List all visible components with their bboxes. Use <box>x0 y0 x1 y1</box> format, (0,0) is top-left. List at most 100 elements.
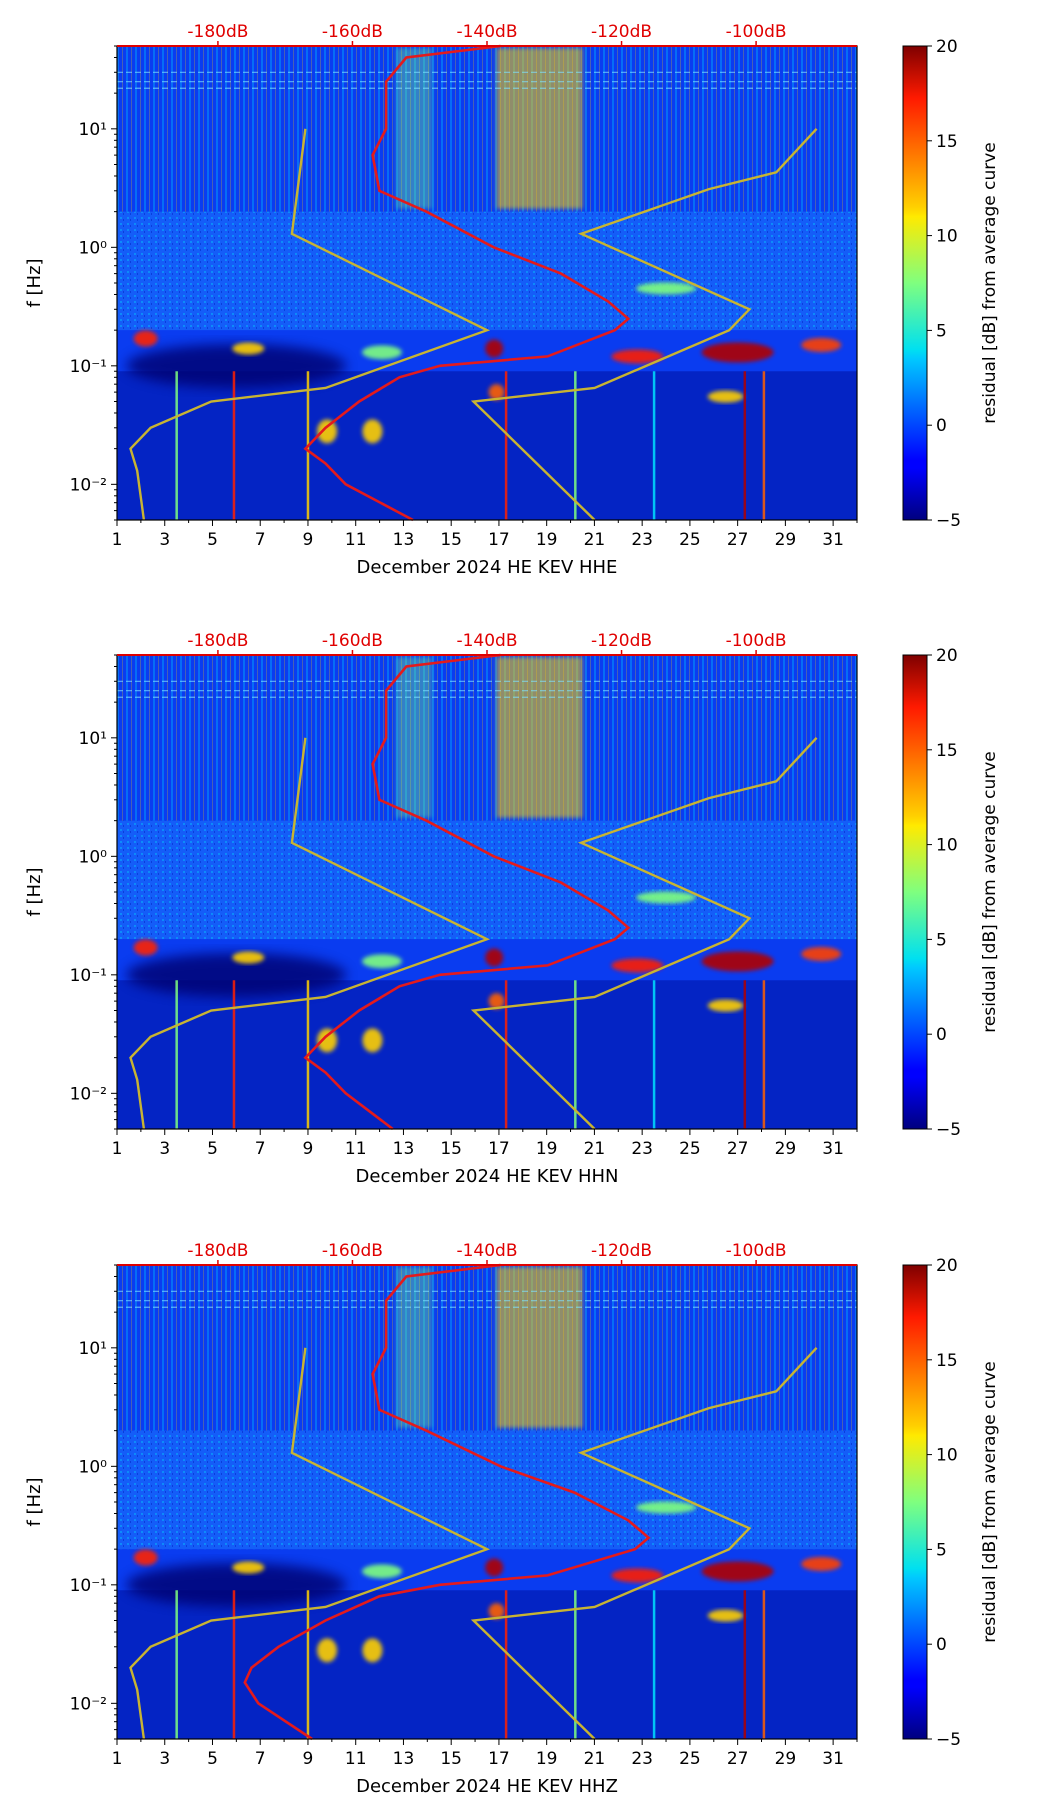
energy-feature <box>636 891 697 904</box>
high-noise-model <box>470 736 818 1130</box>
colorbar: 20 15 10 5 0 −5 residual [dB] from average cur… <box>902 37 1000 531</box>
y-tick-label: 10⁰ <box>79 238 108 258</box>
colorbar-tick-label: −5 <box>936 1120 961 1140</box>
colorbar-tick-label: 5 <box>936 321 947 341</box>
top-tick-label: -180dB <box>187 631 248 651</box>
x-tick-label: 31 <box>822 530 844 550</box>
y-tick-label: 10⁻² <box>70 475 107 495</box>
energy-feature <box>801 337 842 352</box>
top-tick-label: -140dB <box>456 631 517 651</box>
x-tick-label: 11 <box>345 530 367 550</box>
x-tick-label: 25 <box>679 1749 701 1769</box>
x-tick-label: 31 <box>822 1139 844 1159</box>
energy-feature <box>133 939 158 956</box>
quiet-patch <box>126 1562 347 1607</box>
x-tick-label: 27 <box>727 1749 749 1769</box>
x-tick-label: 17 <box>488 1749 510 1769</box>
y-tick-label: 10⁻¹ <box>70 1576 107 1596</box>
y-tick-label: 10⁰ <box>79 847 108 867</box>
x-tick-label: 31 <box>822 1749 844 1769</box>
colorbar-tick-label: 5 <box>936 930 947 950</box>
energy-feature <box>707 999 744 1012</box>
cultural-noise-block-2 <box>396 1267 433 1428</box>
energy-feature <box>317 1028 338 1053</box>
colorbar-tick-label: 10 <box>936 227 958 247</box>
energy-feature <box>485 339 504 358</box>
top-tick-label: -140dB <box>456 22 517 42</box>
x-tick-label: 27 <box>727 530 749 550</box>
x-tick-label: 9 <box>303 1139 314 1159</box>
x-tick-label: 17 <box>488 530 510 550</box>
low-noise-model <box>129 1347 491 1740</box>
x-tick-label: 7 <box>255 530 266 550</box>
spectrogram-image <box>117 1265 857 1739</box>
x-tick-label: 21 <box>584 1749 606 1769</box>
x-tick-label: 29 <box>775 530 797 550</box>
y-tick-label: 10⁻² <box>70 1084 107 1104</box>
energy-feature <box>801 1556 842 1571</box>
colorbar-label: residual [dB] from average curve <box>980 751 1000 1032</box>
high-frequency-band <box>117 46 857 212</box>
y-tick-label: 10⁻² <box>70 1694 107 1714</box>
top-tick-label: -100dB <box>726 22 787 42</box>
x-axis-label: December 2024 HE KEV HHE <box>357 557 618 578</box>
y-tick-label: 10¹ <box>79 120 107 140</box>
x-tick-label: 9 <box>303 530 314 550</box>
x-tick-label: 5 <box>207 1139 218 1159</box>
x-tick-label: 15 <box>440 1749 462 1769</box>
cultural-noise-block-2 <box>396 48 433 209</box>
y-tick-label: 10¹ <box>79 729 107 749</box>
energy-feature <box>701 1561 774 1582</box>
average-curve <box>243 1263 651 1741</box>
x-tick-label: 9 <box>303 1749 314 1769</box>
cultural-noise-block <box>496 1267 583 1428</box>
colorbar-tick-label: 0 <box>936 1025 947 1045</box>
x-tick-label: 5 <box>207 530 218 550</box>
colorbar: 20 15 10 5 0 −5 residual [dB] from average cur… <box>902 1256 1000 1750</box>
energy-feature <box>317 419 338 444</box>
cultural-noise-block <box>496 657 583 818</box>
x-tick-label: 27 <box>727 1139 749 1159</box>
quiet-patch <box>126 952 347 997</box>
energy-feature <box>133 1549 158 1566</box>
x-tick-label: 3 <box>159 530 170 550</box>
x-tick-label: 3 <box>159 1749 170 1769</box>
y-axis-label: f [Hz] <box>24 1477 45 1526</box>
high-frequency-band <box>117 655 857 821</box>
x-axis-label: December 2024 HE KEV HHN <box>356 1166 619 1187</box>
high-frequency-band <box>117 1265 857 1431</box>
energy-feature <box>485 948 504 967</box>
x-tick-label: 23 <box>631 530 653 550</box>
low-noise-model <box>129 737 491 1130</box>
top-tick-label: -120dB <box>591 1241 652 1261</box>
energy-feature <box>611 349 664 364</box>
y-tick-label: 10⁰ <box>79 1457 108 1477</box>
colorbar-tick-label: 5 <box>936 1540 947 1560</box>
x-tick-label: 7 <box>255 1139 266 1159</box>
energy-feature <box>133 330 158 347</box>
energy-feature <box>636 1501 697 1514</box>
y-tick-label: 10⁻¹ <box>70 966 107 986</box>
x-tick-label: 1 <box>112 530 123 550</box>
x-tick-label: 5 <box>207 1749 218 1769</box>
energy-feature <box>801 946 842 961</box>
top-tick-label: -180dB <box>187 22 248 42</box>
x-tick-label: 1 <box>112 1749 123 1769</box>
x-tick-label: 21 <box>584 1139 606 1159</box>
colorbar-tick-label: 20 <box>936 646 958 666</box>
x-tick-label: 15 <box>440 530 462 550</box>
top-tick-label: -120dB <box>591 631 652 651</box>
average-curve <box>303 44 631 522</box>
energy-feature <box>361 954 402 969</box>
x-tick-label: 23 <box>631 1139 653 1159</box>
colorbar-tick-label: −5 <box>936 1730 961 1750</box>
cultural-noise-block <box>496 48 583 209</box>
energy-feature <box>636 282 697 295</box>
energy-feature <box>361 345 402 360</box>
energy-feature <box>361 1564 402 1579</box>
energy-feature <box>488 384 505 401</box>
colorbar-gradient <box>902 45 928 521</box>
colorbar-tick-label: 20 <box>936 1256 958 1276</box>
